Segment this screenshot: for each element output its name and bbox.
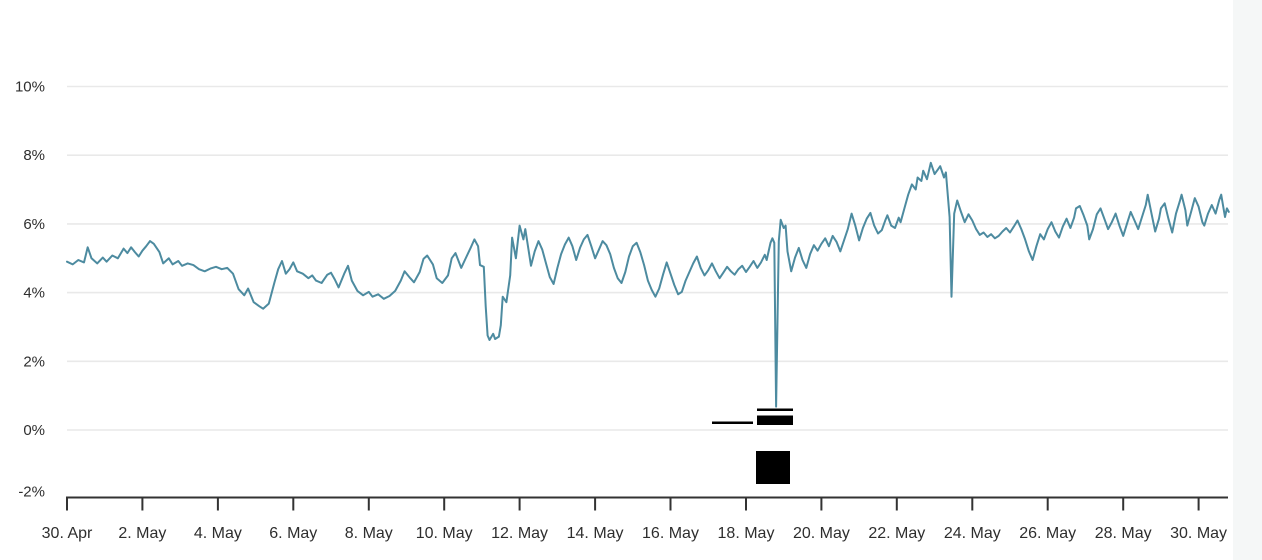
redaction-line-left	[712, 421, 753, 424]
x-axis-label-22. May: 22. May	[868, 525, 925, 542]
y-axis-label-10%: 10%	[15, 79, 45, 96]
x-axis-label-20. May: 20. May	[793, 525, 850, 542]
y-axis-label--2%: -2%	[18, 484, 45, 501]
y-axis-label-0%: 0%	[23, 422, 45, 439]
x-axis-label-12. May: 12. May	[491, 525, 548, 542]
redaction-square	[756, 451, 790, 484]
x-axis-label-30. Apr: 30. Apr	[42, 525, 93, 542]
x-axis-label-24. May: 24. May	[944, 525, 1001, 542]
y-axis-label-2%: 2%	[23, 353, 45, 370]
y-axis-label-8%: 8%	[23, 147, 45, 164]
x-axis-label-10. May: 10. May	[416, 525, 473, 542]
x-axis-label-16. May: 16. May	[642, 525, 699, 542]
x-axis-label-26. May: 26. May	[1019, 525, 1076, 542]
x-axis-label-4. May: 4. May	[194, 525, 242, 542]
x-axis-label-18. May: 18. May	[718, 525, 775, 542]
x-axis-label-2. May: 2. May	[118, 525, 166, 542]
x-axis-label-14. May: 14. May	[567, 525, 624, 542]
y-axis-label-6%: 6%	[23, 216, 45, 233]
redaction-line-top	[757, 408, 793, 411]
x-axis-label-8. May: 8. May	[345, 525, 393, 542]
x-axis-label-28. May: 28. May	[1095, 525, 1152, 542]
redaction-bar	[757, 415, 793, 425]
right-edge-strip	[1233, 0, 1262, 560]
x-axis-label-30. May: 30. May	[1170, 525, 1227, 542]
percentage-series-line	[66, 161, 1230, 408]
x-axis-label-6. May: 6. May	[269, 525, 317, 542]
y-axis-label-4%: 4%	[23, 285, 45, 302]
